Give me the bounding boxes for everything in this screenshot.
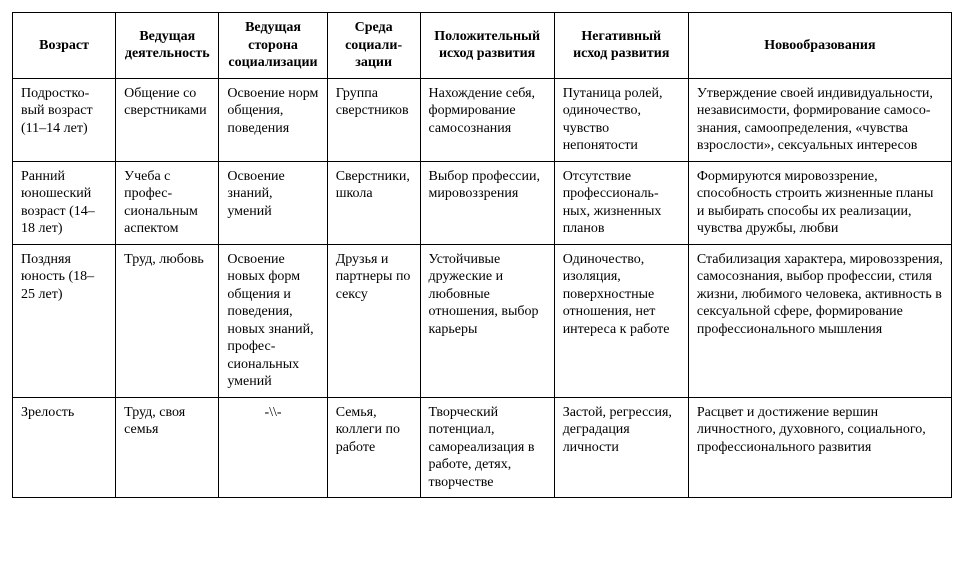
table-row: Подростко­вый возраст (11–14 лет) Общени… <box>13 78 952 161</box>
cell-age: Ранний юношеский возраст (14–18 лет) <box>13 161 116 244</box>
cell-side: -\\- <box>219 397 327 498</box>
cell-activity: Труд, своя семья <box>116 397 219 498</box>
cell-env: Группа сверстни­ков <box>327 78 420 161</box>
table-row: Зрелость Труд, своя семья -\\- Семья, ко… <box>13 397 952 498</box>
development-stages-table: Возраст Ведущая деятель­ность Ведущая ст… <box>12 12 952 498</box>
cell-age: Зрелость <box>13 397 116 498</box>
cell-env: Семья, коллеги по работе <box>327 397 420 498</box>
cell-age: Поздняя юность (18–25 лет) <box>13 244 116 397</box>
col-header-activity: Ведущая деятель­ность <box>116 13 219 79</box>
cell-neg: Отсутствие профессиональ­ных, жизненных … <box>554 161 688 244</box>
cell-side: Освоение знаний, умений <box>219 161 327 244</box>
cell-pos: Творческий потенциал, самореализация в р… <box>420 397 554 498</box>
cell-env: Сверст­ники, школа <box>327 161 420 244</box>
col-header-pos: Положитель­ный исход развития <box>420 13 554 79</box>
cell-activity: Общение со сверст­никами <box>116 78 219 161</box>
cell-new: Расцвет и достижение вершин личностного,… <box>688 397 951 498</box>
table-row: Ранний юношеский возраст (14–18 лет) Уче… <box>13 161 952 244</box>
cell-new: Утверждение своей инди­видуальности, нез… <box>688 78 951 161</box>
col-header-age: Возраст <box>13 13 116 79</box>
col-header-new: Новообразования <box>688 13 951 79</box>
cell-neg: Застой, регрес­сия, деградация личности <box>554 397 688 498</box>
cell-neg: Путаница ролей, одиноче­ство, чувство не… <box>554 78 688 161</box>
cell-pos: Выбор профессии, мировоззрения <box>420 161 554 244</box>
cell-pos: Нахождение себя, формиро­вание самосо­зн… <box>420 78 554 161</box>
cell-activity: Учеба с профес­сиональным аспектом <box>116 161 219 244</box>
cell-side: Освоение новых форм общения и поведения,… <box>219 244 327 397</box>
cell-new: Стабилизация характера, мировоззрения, с… <box>688 244 951 397</box>
col-header-env: Среда социали­зации <box>327 13 420 79</box>
cell-neg: Одиночество, изоляция, поверхностные отн… <box>554 244 688 397</box>
table-row: Поздняя юность (18–25 лет) Труд, любовь … <box>13 244 952 397</box>
cell-pos: Устойчивые дружеские и любовные отношени… <box>420 244 554 397</box>
cell-activity: Труд, любовь <box>116 244 219 397</box>
cell-age: Подростко­вый возраст (11–14 лет) <box>13 78 116 161</box>
col-header-neg: Негативный исход развития <box>554 13 688 79</box>
cell-side: Освоение норм общения, поведения <box>219 78 327 161</box>
col-header-side: Ведущая сторона социализа­ции <box>219 13 327 79</box>
table-header-row: Возраст Ведущая деятель­ность Ведущая ст… <box>13 13 952 79</box>
cell-env: Друзья и партне­ры по сексу <box>327 244 420 397</box>
cell-new: Формируются мировоззре­ние, способность … <box>688 161 951 244</box>
